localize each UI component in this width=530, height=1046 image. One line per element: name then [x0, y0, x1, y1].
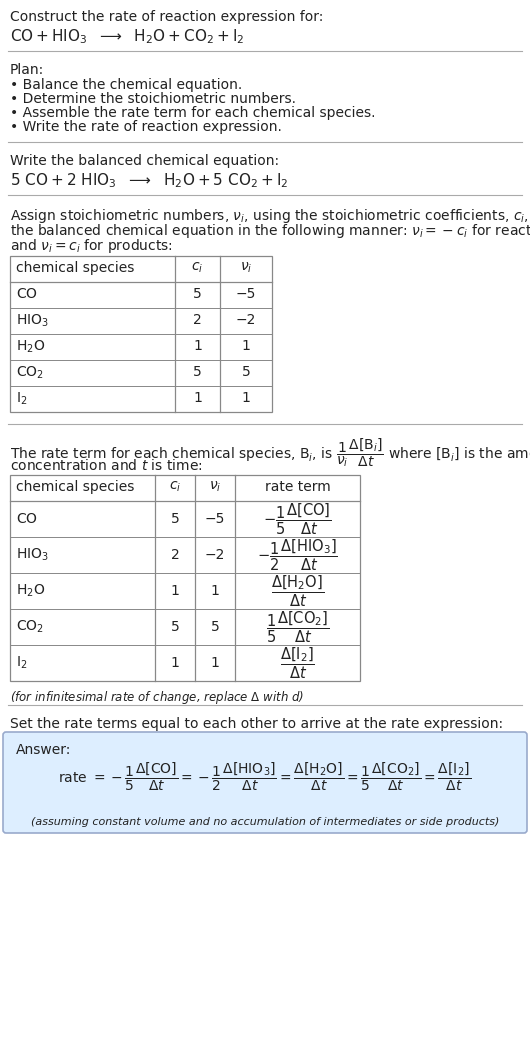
Text: $\mathrm{H_2O}$: $\mathrm{H_2O}$ — [16, 583, 45, 599]
Text: 2: 2 — [193, 313, 202, 327]
Text: 1: 1 — [171, 584, 180, 598]
Text: 5: 5 — [193, 287, 202, 301]
Text: $5\ \mathrm{CO} + 2\ \mathrm{HIO_3}$  $\longrightarrow$  $\mathrm{H_2O} + 5\ \ma: $5\ \mathrm{CO} + 2\ \mathrm{HIO_3}$ $\l… — [10, 170, 288, 189]
Text: $\mathrm{I_2}$: $\mathrm{I_2}$ — [16, 391, 28, 407]
Text: $\mathrm{HIO_3}$: $\mathrm{HIO_3}$ — [16, 313, 49, 329]
Text: $c_i$: $c_i$ — [191, 262, 204, 275]
Text: $\mathrm{HIO_3}$: $\mathrm{HIO_3}$ — [16, 547, 49, 563]
Text: concentration and $t$ is time:: concentration and $t$ is time: — [10, 458, 202, 473]
Text: 2: 2 — [171, 548, 179, 562]
Text: (for infinitesimal rate of change, replace $\Delta$ with $d$): (for infinitesimal rate of change, repla… — [10, 689, 304, 706]
Text: 5: 5 — [210, 620, 219, 634]
Text: and $\nu_i = c_i$ for products:: and $\nu_i = c_i$ for products: — [10, 237, 173, 255]
Text: • Balance the chemical equation.: • Balance the chemical equation. — [10, 78, 242, 92]
Text: Answer:: Answer: — [16, 743, 72, 757]
Text: • Write the rate of reaction expression.: • Write the rate of reaction expression. — [10, 120, 282, 134]
Text: $\mathrm{CO + HIO_3}$  $\longrightarrow$  $\mathrm{H_2O + CO_2 + I_2}$: $\mathrm{CO + HIO_3}$ $\longrightarrow$ … — [10, 27, 245, 46]
Text: • Determine the stoichiometric numbers.: • Determine the stoichiometric numbers. — [10, 92, 296, 106]
Text: 1: 1 — [193, 391, 202, 405]
Text: Set the rate terms equal to each other to arrive at the rate expression:: Set the rate terms equal to each other t… — [10, 717, 503, 731]
Text: 1: 1 — [242, 339, 251, 353]
Text: −2: −2 — [205, 548, 225, 562]
Text: 5: 5 — [193, 365, 202, 379]
Text: chemical species: chemical species — [16, 480, 135, 494]
Text: $\mathrm{CO}$: $\mathrm{CO}$ — [16, 287, 38, 301]
Text: $\nu_i$: $\nu_i$ — [209, 480, 221, 495]
Text: Plan:: Plan: — [10, 63, 44, 77]
Text: • Assemble the rate term for each chemical species.: • Assemble the rate term for each chemic… — [10, 106, 375, 120]
Text: $-\dfrac{1}{5}\dfrac{\Delta[\mathrm{CO}]}{\Delta t}$: $-\dfrac{1}{5}\dfrac{\Delta[\mathrm{CO}]… — [263, 501, 332, 537]
Text: 1: 1 — [210, 584, 219, 598]
Text: $\mathrm{CO_2}$: $\mathrm{CO_2}$ — [16, 365, 44, 382]
Text: 1: 1 — [210, 656, 219, 670]
Text: −5: −5 — [236, 287, 256, 301]
Text: $\mathrm{CO}$: $\mathrm{CO}$ — [16, 511, 38, 526]
Text: 1: 1 — [242, 391, 251, 405]
Text: 1: 1 — [193, 339, 202, 353]
Text: Write the balanced chemical equation:: Write the balanced chemical equation: — [10, 154, 279, 168]
Text: $c_i$: $c_i$ — [169, 480, 181, 495]
Text: $\mathrm{CO_2}$: $\mathrm{CO_2}$ — [16, 619, 44, 635]
Text: 5: 5 — [171, 511, 179, 526]
Text: rate term: rate term — [264, 480, 330, 494]
Text: Construct the rate of reaction expression for:: Construct the rate of reaction expressio… — [10, 10, 323, 24]
Text: −2: −2 — [236, 313, 256, 327]
Text: $-\dfrac{1}{2}\dfrac{\Delta[\mathrm{HIO_3}]}{\Delta t}$: $-\dfrac{1}{2}\dfrac{\Delta[\mathrm{HIO_… — [257, 538, 338, 573]
FancyBboxPatch shape — [3, 732, 527, 833]
Text: (assuming constant volume and no accumulation of intermediates or side products): (assuming constant volume and no accumul… — [31, 817, 499, 827]
Text: $\dfrac{\Delta[\mathrm{H_2O}]}{\Delta t}$: $\dfrac{\Delta[\mathrm{H_2O}]}{\Delta t}… — [271, 573, 324, 609]
Text: the balanced chemical equation in the following manner: $\nu_i = -c_i$ for react: the balanced chemical equation in the fo… — [10, 222, 530, 240]
Text: 5: 5 — [242, 365, 250, 379]
Text: −5: −5 — [205, 511, 225, 526]
Text: $\dfrac{\Delta[\mathrm{I_2}]}{\Delta t}$: $\dfrac{\Delta[\mathrm{I_2}]}{\Delta t}$ — [280, 645, 315, 681]
Text: $\mathrm{I_2}$: $\mathrm{I_2}$ — [16, 655, 28, 672]
Text: $\nu_i$: $\nu_i$ — [240, 262, 252, 275]
Text: $\dfrac{1}{5}\dfrac{\Delta[\mathrm{CO_2}]}{\Delta t}$: $\dfrac{1}{5}\dfrac{\Delta[\mathrm{CO_2}… — [266, 609, 329, 644]
Text: 5: 5 — [171, 620, 179, 634]
Text: chemical species: chemical species — [16, 262, 135, 275]
Bar — [10, 256, 272, 412]
Bar — [10, 475, 360, 681]
Text: The rate term for each chemical species, B$_i$, is $\dfrac{1}{\nu_i}\dfrac{\Delt: The rate term for each chemical species,… — [10, 436, 530, 469]
Text: rate $= -\dfrac{1}{5}\dfrac{\Delta[\mathrm{CO}]}{\Delta t} = -\dfrac{1}{2}\dfrac: rate $= -\dfrac{1}{5}\dfrac{\Delta[\math… — [58, 760, 472, 793]
Text: Assign stoichiometric numbers, $\nu_i$, using the stoichiometric coefficients, $: Assign stoichiometric numbers, $\nu_i$, … — [10, 207, 530, 225]
Text: 1: 1 — [171, 656, 180, 670]
Text: $\mathrm{H_2O}$: $\mathrm{H_2O}$ — [16, 339, 45, 356]
